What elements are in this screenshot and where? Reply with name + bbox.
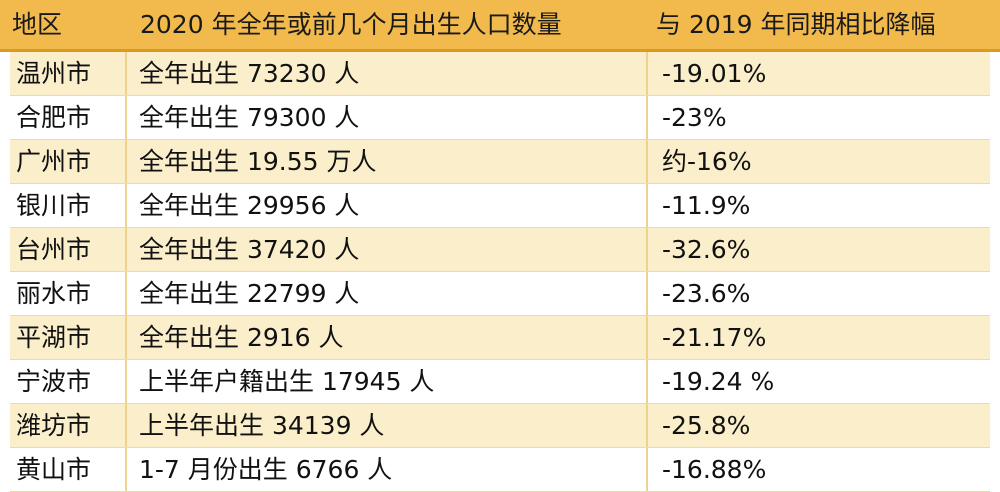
cell-births: 全年出生 19.55 万人 bbox=[125, 140, 646, 183]
cell-region: 银川市 bbox=[16, 191, 92, 220]
table-row: 宁波市 上半年户籍出生 17945 人 -19.24 % bbox=[10, 360, 990, 404]
table-row: 丽水市 全年出生 22799 人 -23.6% bbox=[10, 272, 990, 316]
table-row: 黄山市 1-7 月份出生 6766 人 -16.88% bbox=[10, 448, 990, 492]
table-row: 银川市 全年出生 29956 人 -11.9% bbox=[10, 184, 990, 228]
cell-decline: -25.8% bbox=[646, 404, 990, 447]
header-births: 2020 年全年或前几个月出生人口数量 bbox=[140, 10, 562, 39]
table-row: 广州市 全年出生 19.55 万人 约-16% bbox=[10, 140, 990, 184]
header-region: 地区 bbox=[12, 10, 63, 39]
cell-region: 潍坊市 bbox=[16, 411, 92, 440]
cell-births: 上半年户籍出生 17945 人 bbox=[125, 360, 646, 403]
cell-decline: -19.01% bbox=[646, 52, 990, 95]
table-row: 台州市 全年出生 37420 人 -32.6% bbox=[10, 228, 990, 272]
cell-region: 台州市 bbox=[16, 235, 92, 264]
table-row: 平湖市 全年出生 2916 人 -21.17% bbox=[10, 316, 990, 360]
cell-births: 全年出生 2916 人 bbox=[125, 316, 646, 359]
cell-decline: -16.88% bbox=[646, 448, 990, 491]
table-body: 温州市 全年出生 73230 人 -19.01% 合肥市 全年出生 79300 人 -23… bbox=[10, 52, 990, 492]
table-row: 合肥市 全年出生 79300 人 -23% bbox=[10, 96, 990, 140]
cell-births: 全年出生 22799 人 bbox=[125, 272, 646, 315]
cell-decline: -23.6% bbox=[646, 272, 990, 315]
cell-decline: -21.17% bbox=[646, 316, 990, 359]
cell-births: 1-7 月份出生 6766 人 bbox=[125, 448, 646, 491]
cell-region: 合肥市 bbox=[16, 103, 92, 132]
cell-births: 全年出生 29956 人 bbox=[125, 184, 646, 227]
table-header: 地区 2020 年全年或前几个月出生人口数量 与 2019 年同期相比降幅 bbox=[0, 0, 1000, 52]
cell-region: 宁波市 bbox=[16, 367, 92, 396]
cell-region: 丽水市 bbox=[16, 279, 92, 308]
cell-decline: -23% bbox=[646, 96, 990, 139]
cell-region: 广州市 bbox=[16, 147, 92, 176]
table-row: 潍坊市 上半年出生 34139 人 -25.8% bbox=[10, 404, 990, 448]
cell-births: 全年出生 79300 人 bbox=[125, 96, 646, 139]
header-decline: 与 2019 年同期相比降幅 bbox=[656, 10, 936, 39]
cell-region: 平湖市 bbox=[16, 323, 92, 352]
cell-decline: -11.9% bbox=[646, 184, 990, 227]
cell-decline: -32.6% bbox=[646, 228, 990, 271]
cell-births: 全年出生 37420 人 bbox=[125, 228, 646, 271]
cell-region: 黄山市 bbox=[16, 455, 92, 484]
cell-births: 上半年出生 34139 人 bbox=[125, 404, 646, 447]
cell-decline: -19.24 % bbox=[646, 360, 990, 403]
cell-births: 全年出生 73230 人 bbox=[125, 52, 646, 95]
table-row: 温州市 全年出生 73230 人 -19.01% bbox=[10, 52, 990, 96]
cell-region: 温州市 bbox=[16, 59, 92, 88]
cell-decline: 约-16% bbox=[646, 140, 990, 183]
